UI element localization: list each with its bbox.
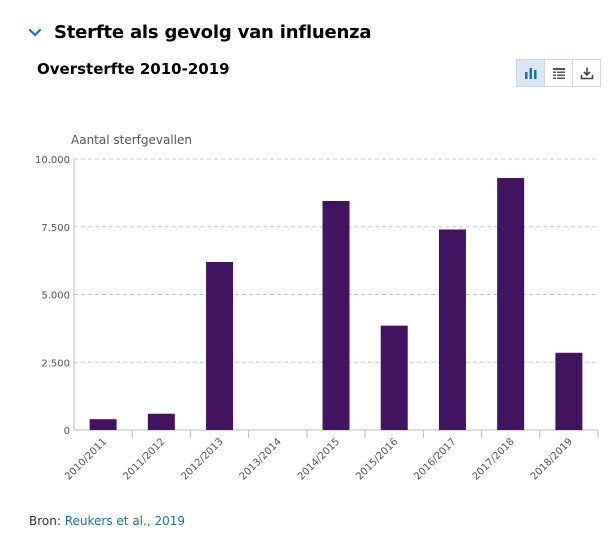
bar-2011-2012 [147, 413, 175, 430]
chevron-down-icon [28, 28, 42, 36]
x-tick-label: 2018/2019 [529, 436, 575, 482]
x-tick-label: 2011/2012 [121, 436, 167, 482]
x-tick-label: 2015/2016 [354, 436, 400, 482]
source-link[interactable]: Reukers et al., 2019 [64, 514, 185, 528]
chart-view-button[interactable] [517, 60, 545, 86]
table-icon [552, 68, 565, 79]
download-icon [580, 67, 593, 80]
x-tick-label: 2014/2015 [296, 436, 342, 482]
bar-2014-2015 [322, 201, 350, 430]
bar-2017-2018 [497, 177, 525, 430]
y-axis-title: Aantal sterfgevallen [71, 133, 192, 147]
x-tick-label: 2012/2013 [180, 436, 226, 482]
x-tick-label: 2016/2017 [412, 436, 458, 482]
x-tick-label: 2017/2018 [471, 436, 517, 482]
y-tick-label: 2.500 [41, 358, 70, 369]
chart-title: Oversterfte 2010-2019 [37, 60, 230, 78]
y-tick-label: 0 [64, 426, 70, 437]
bar-2012-2013 [206, 261, 234, 430]
y-tick-label: 5.000 [41, 291, 70, 302]
source-note: Bron: Reukers et al., 2019 [29, 514, 185, 528]
section-toggle[interactable]: Sterfte als gevolg van influenza [28, 22, 372, 43]
x-tick-label: 2010/2011 [63, 436, 109, 482]
chart-toolbar [516, 59, 601, 87]
bar-chart-icon [524, 68, 536, 79]
bar-2010-2011 [89, 419, 117, 430]
bar-2015-2016 [380, 325, 408, 430]
source-prefix: Bron: [29, 514, 65, 528]
table-view-button[interactable] [545, 60, 573, 86]
section-title: Sterfte als gevolg van influenza [54, 22, 372, 43]
download-button[interactable] [573, 60, 600, 86]
x-tick-label: 2013/2014 [238, 436, 284, 482]
y-tick-label: 10.000 [35, 155, 70, 166]
bar-2018-2019 [555, 352, 583, 430]
bar-2016-2017 [438, 229, 466, 430]
y-tick-label: 7.500 [41, 223, 70, 234]
